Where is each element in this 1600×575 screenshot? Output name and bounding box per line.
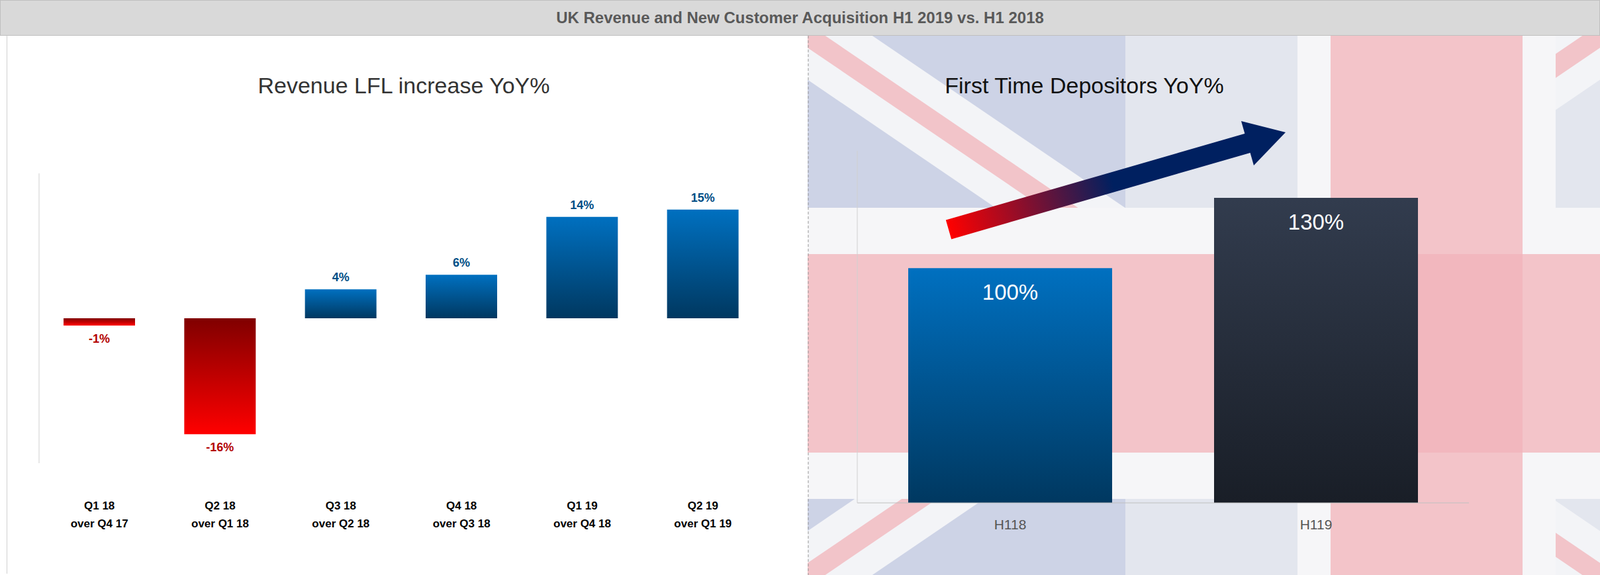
- svg-text:Q3 18over Q2 18: Q3 18over Q2 18: [311, 499, 370, 531]
- svg-text:130%: 130%: [1288, 209, 1344, 235]
- svg-text:15%: 15%: [691, 191, 715, 205]
- svg-text:Q2 19over Q1 19: Q2 19over Q1 19: [673, 499, 732, 531]
- svg-text:100%: 100%: [982, 280, 1038, 305]
- html-text:First Time Depositors YoY%: First Time Depositors YoY%: [944, 72, 1224, 98]
- svg-text:6%: 6%: [452, 256, 471, 270]
- svg-text:Q2 18over Q1 18: Q2 18over Q1 18: [191, 499, 249, 531]
- html-text:Revenue LFL increase YoY%: Revenue LFL increase YoY%: [257, 72, 550, 98]
- svg-text:14%: 14%: [569, 198, 594, 212]
- html-text:UK Revenue and New Customer Ac: UK Revenue and New Customer Acquisition …: [556, 8, 1044, 27]
- svg-text:4%: 4%: [332, 270, 350, 284]
- svg-text:Q1 18over Q4 17: Q1 18over Q4 17: [70, 499, 129, 531]
- svg-text:Q1 19over Q4 18: Q1 19over Q4 18: [553, 499, 612, 531]
- svg-text:Q4 18over Q3 18: Q4 18over Q3 18: [432, 499, 491, 531]
- svg-text:-16%: -16%: [205, 440, 234, 455]
- svg-text:-1%: -1%: [88, 332, 110, 346]
- svg-text:H119: H119: [1300, 517, 1333, 533]
- svg-text:H118: H118: [994, 517, 1027, 533]
